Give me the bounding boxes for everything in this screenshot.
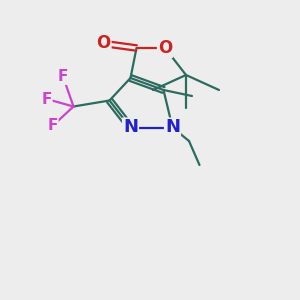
Text: F: F	[58, 69, 68, 84]
Text: F: F	[47, 118, 58, 134]
Text: N: N	[123, 118, 138, 136]
Text: O: O	[158, 39, 172, 57]
Text: N: N	[165, 118, 180, 136]
Text: O: O	[96, 34, 111, 52]
Text: F: F	[41, 92, 52, 106]
